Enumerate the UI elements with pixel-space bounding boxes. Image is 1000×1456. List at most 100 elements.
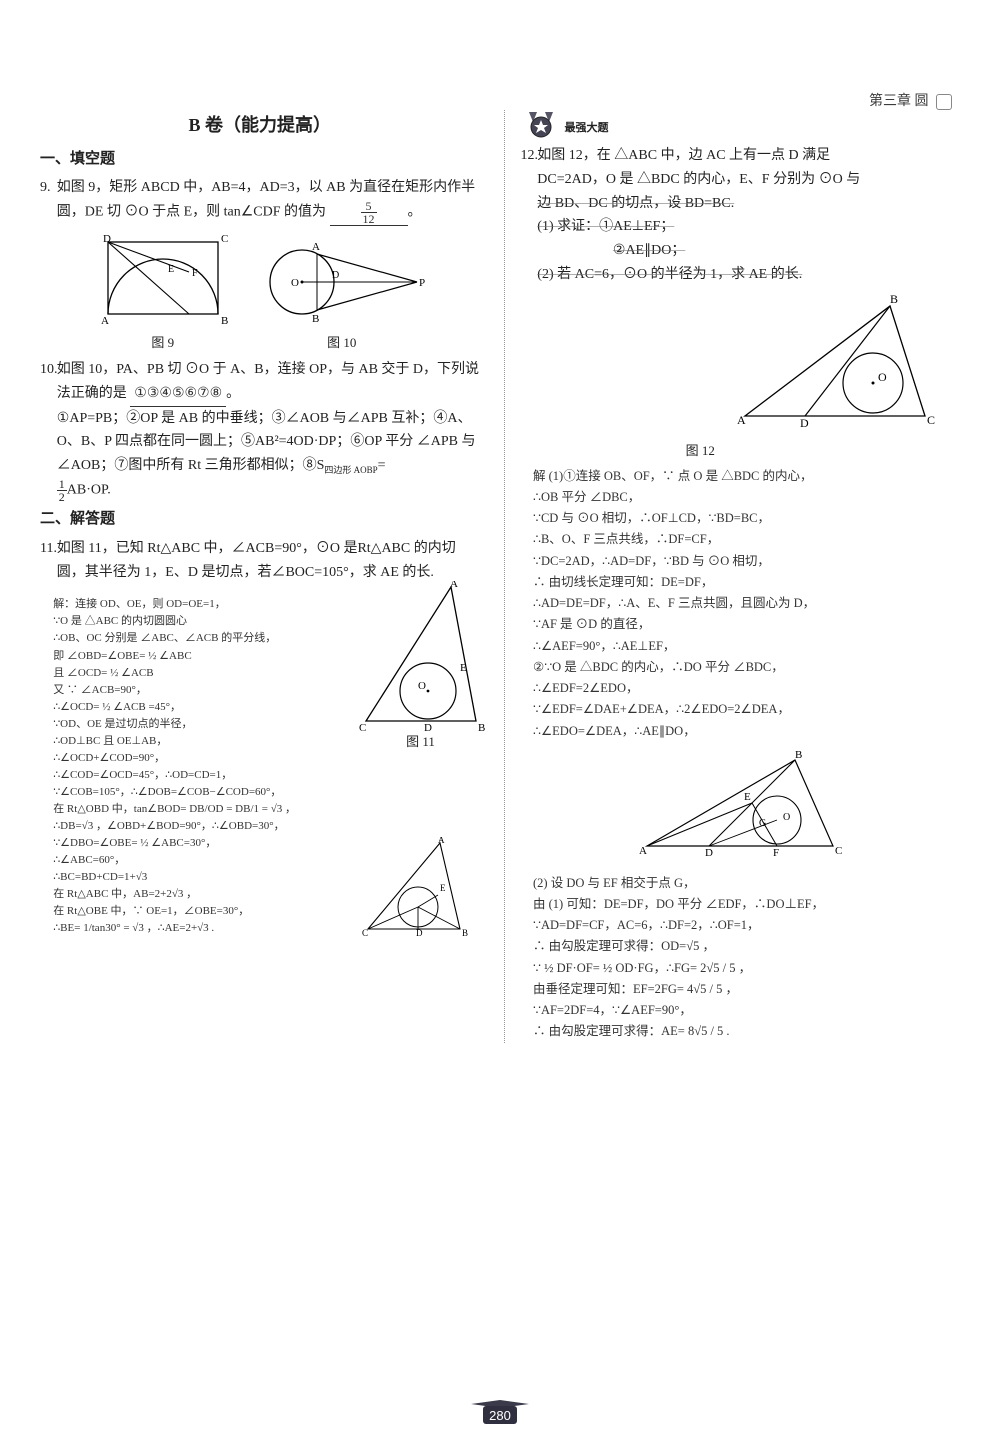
q12-l1: 如图 12，在 △ABC 中，边 AC 上有一点 D 满足 (537, 148, 830, 163)
svg-text:A: A (312, 241, 320, 253)
s11-4: 且 ∠OCD= ½ ∠ACB (53, 665, 353, 682)
chapter-label: 第三章 圆 (869, 90, 952, 110)
s12a-1: ∴OB 平分 ∠DBC， (533, 487, 960, 508)
s12b-1: 由 (1) 可知：DE=DF，DO 平分 ∠EDF，∴DO⊥EF， (533, 894, 960, 915)
s11-18: 在 Rt△OBE 中，∵ OE=1，∠OBE=30°， (53, 903, 353, 920)
fig12-svg: O A D C B (730, 291, 940, 431)
page-num-svg: 280 (465, 1400, 535, 1426)
s12a-5: ∴ 由切线长定理可知：DE=DF， (533, 572, 960, 593)
q10-answer-blank: ①③④⑤⑥⑦⑧ (130, 382, 226, 407)
svg-text:O: O (878, 370, 887, 384)
q9-ans-den: 12 (361, 213, 377, 225)
q12-p1b: ②AE∥DO； (613, 243, 685, 258)
q11-number: 11. (40, 537, 57, 561)
svg-text:B: B (795, 749, 802, 761)
svg-text:A: A (101, 315, 109, 327)
question-11: 11.如图 11，已知 Rt△ABC 中，∠ACB=90°，⊙O 是Rt△ABC… (57, 537, 480, 585)
s11-11: ∵∠COB=105°，∴∠DOB=∠COB−∠COD=60°， (53, 784, 353, 801)
svg-text:D: D (416, 928, 423, 937)
s11-7: ∵OD、OE 是过切点的半径， (53, 716, 353, 733)
figure-12: O A D C B 图 12 (521, 291, 941, 462)
q9-answer-frac: 5 12 (361, 200, 377, 225)
star-badge: 最强大题 (521, 110, 961, 138)
svg-text:O: O (783, 812, 790, 823)
fig11-svg: O A C B D E (356, 581, 486, 731)
s11-15: ∴∠ABC=60°， (53, 852, 353, 869)
svg-text:A: A (450, 581, 458, 590)
page-number: 280 (465, 1400, 535, 1426)
q12-number: 12. (521, 144, 538, 168)
q10-sub: 四边形 AOBP (324, 465, 377, 475)
svg-text:A: A (438, 837, 445, 845)
q10-eq: = (378, 458, 386, 473)
section-b-title: B 卷（能力提高） (40, 110, 480, 141)
page: 第三章 圆 B 卷（能力提高） 一、填空题 9.如图 9，矩形 ABCD 中，A… (0, 0, 1000, 1456)
s12a-8: ∴∠AEF=90°，∴AE⊥EF， (533, 636, 960, 657)
s12a-11: ∵∠EDF=∠DAE+∠DEA，∴2∠EDO=2∠DEA， (533, 699, 960, 720)
s12b-3: ∴ 由勾股定理可求得：OD=√5 ， (533, 936, 960, 957)
s11-3: 即 ∠OBD=∠OBE= ½ ∠ABC (53, 648, 353, 665)
svg-text:B: B (890, 292, 898, 306)
svg-text:O: O (291, 277, 299, 289)
fig12b-svg: A D F C B E G O (635, 748, 845, 858)
s12a-9: ②∵O 是 △BDC 的内心，∴DO 平分 ∠BDC， (533, 657, 960, 678)
s12a-7: ∵AF 是 ⊙D 的直径， (533, 614, 960, 635)
svg-text:B: B (462, 928, 468, 937)
svg-text:C: C (359, 722, 366, 731)
s11-10: ∴∠COD=∠OCD=45°，∴OD=CD=1， (53, 767, 353, 784)
figure-9: D C A B F E 图 9 (93, 232, 233, 354)
s12b-7: ∴ 由勾股定理可求得：AE= 8√5 / 5 . (533, 1021, 960, 1042)
svg-text:B: B (478, 722, 485, 731)
s12a-3: ∴B、O、F 三点共线，∴DF=CF， (533, 529, 960, 550)
ornament-icon (936, 94, 952, 110)
s12b-5: 由垂径定理可知：EF=2FG= 4√5 / 5 ， (533, 979, 960, 1000)
svg-text:D: D (705, 847, 713, 858)
q11-text: 如图 11，已知 Rt△ABC 中，∠ACB=90°，⊙O 是Rt△ABC 的内… (57, 541, 456, 580)
fig11-caption: 图 11 (356, 731, 486, 753)
heading-fill: 一、填空题 (40, 147, 480, 173)
fig10-caption: 图 10 (257, 332, 427, 354)
s11-5: 又 ∵ ∠ACB=90°， (53, 682, 353, 699)
q10-text: 如图 10，PA、PB 切 ⊙O 于 A、B，连接 OP，与 AB 交于 D，下… (57, 362, 479, 401)
left-column: B 卷（能力提高） 一、填空题 9.如图 9，矩形 ABCD 中，AB=4，AD… (40, 110, 480, 1043)
figure-10: O A B D P 图 10 (257, 232, 427, 354)
s11-13: ∴DB=√3 ，∠OBD+∠BOD=90°，∴∠OBD=30°， (53, 818, 353, 835)
solution-12a: 解 (1)①连接 OB、OF，∵ 点 O 是 △BDC 的内心， ∴OB 平分 … (533, 466, 960, 742)
q12-l2: DC=2AD，O 是 △BDC 的内心，E、F 分别为 ⊙O 与 (537, 172, 860, 187)
question-10: 10.如图 10，PA、PB 切 ⊙O 于 A、B，连接 OP，与 AB 交于 … (57, 358, 480, 503)
fig11b-svg: A C D B E (360, 837, 470, 937)
s11-12: 在 Rt△OBD 中，tan∠BOD= DB/OD = DB/1 = √3 ， (53, 801, 353, 818)
svg-text:A: A (639, 845, 647, 857)
heading-answer: 二、解答题 (40, 507, 480, 533)
svg-text:E: E (168, 264, 174, 275)
q12-p1a: (1) 求证：①AE⊥EF； (537, 219, 674, 234)
svg-text:F: F (773, 847, 779, 858)
s11-1: ∵O 是 △ABC 的内切圆圆心 (53, 613, 353, 630)
svg-text:O: O (418, 680, 426, 692)
q10-frac-d: 2 (57, 491, 67, 503)
s12b-0: (2) 设 DO 与 EF 相交于点 G， (533, 873, 960, 894)
figure-11: O A C B D E 图 11 (356, 581, 486, 753)
s12a-10: ∴∠EDF=2∠EDO， (533, 678, 960, 699)
right-column: 最强大题 12.如图 12，在 △ABC 中，边 AC 上有一点 D 满足 DC… (504, 110, 961, 1043)
svg-text:A: A (737, 413, 746, 427)
s11-14: ∵∠DBO=∠OBE= ½ ∠ABC=30°， (53, 835, 353, 852)
question-12: 12.如图 12，在 △ABC 中，边 AC 上有一点 D 满足 DC=2AD，… (537, 144, 960, 287)
svg-text:C: C (927, 413, 935, 427)
q12-l3: 边 BD、DC 的切点，设 BD=BC. (537, 196, 734, 211)
fig10-svg: O A B D P (257, 232, 427, 332)
question-9: 9.如图 9，矩形 ABCD 中，AB=4，AD=3，以 AB 为直径在矩形内作… (57, 176, 480, 226)
q10-number: 10. (40, 358, 57, 382)
page-num-text: 280 (489, 1408, 511, 1423)
figure-12b: A D F C B E G O (521, 748, 961, 867)
svg-text:B: B (221, 315, 228, 327)
q10-options: ①AP=PB；②OP 是 AB 的中垂线；③∠AOB 与∠APB 互补；④A、O… (57, 411, 476, 474)
fig9-caption: 图 9 (93, 332, 233, 354)
q10-end: AB·OP. (67, 483, 111, 498)
figure-row-9-10: D C A B F E 图 9 O (40, 232, 480, 354)
fig12-caption: 图 12 (521, 440, 881, 462)
s11-9: ∴∠OCD+∠COD=90°， (53, 750, 353, 767)
s12a-2: ∵CD 与 ⊙O 相切，∴OF⊥CD，∵BD=BC， (533, 508, 960, 529)
svg-text:C: C (362, 928, 368, 937)
s12b-2: ∵AD=DF=CF，AC=6，∴DF=2，∴OF=1， (533, 915, 960, 936)
